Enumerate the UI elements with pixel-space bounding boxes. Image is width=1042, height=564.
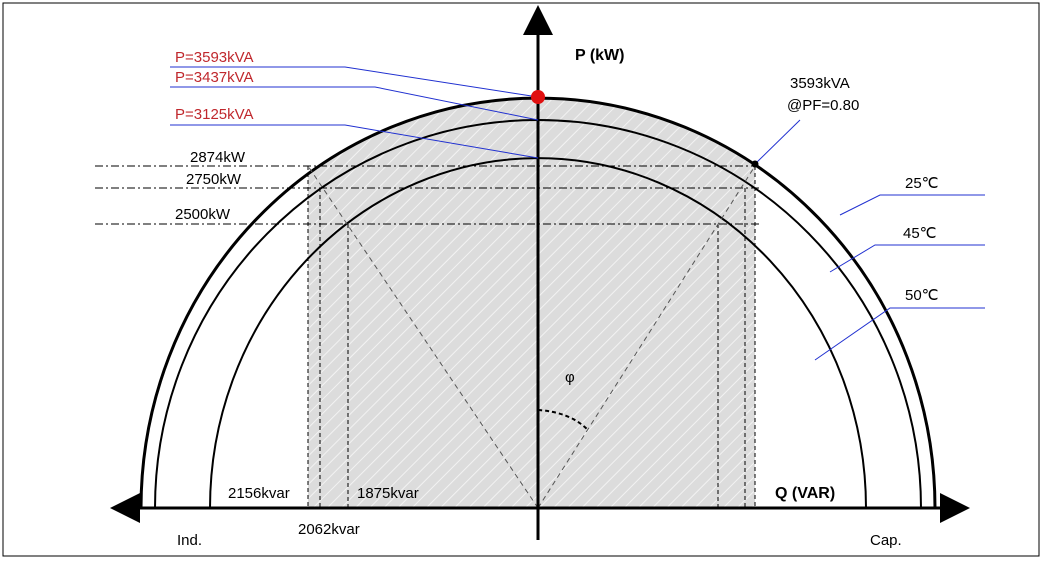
- rating-callout-line2: @PF=0.80: [787, 97, 859, 114]
- active-power-label-3: 2500kW: [175, 206, 231, 223]
- phi-arc: [537, 409, 589, 431]
- ind-label: Ind.: [177, 532, 202, 549]
- apparent-power-label-3: P=3125kVA: [175, 106, 254, 123]
- q-axis-label: Q (VAR): [775, 485, 835, 502]
- max-kva-marker: [531, 90, 545, 104]
- active-power-label-1: 2874kW: [190, 149, 246, 166]
- shaded-region: [308, 98, 755, 509]
- reactive-power-label-2: 2062kvar: [298, 521, 360, 538]
- apparent-power-label-2: P=3437kVA: [175, 69, 254, 86]
- temperature-label-25c: 25℃: [905, 175, 939, 192]
- cap-label: Cap.: [870, 532, 902, 549]
- apparent-power-label-1: P=3593kVA: [175, 49, 254, 66]
- rating-callout-line1: 3593kVA: [790, 75, 850, 92]
- reactive-power-label-3: 1875kvar: [357, 485, 419, 502]
- reactive-levels: [307, 166, 756, 508]
- temperature-label-50c: 50℃: [905, 287, 939, 304]
- rating-point-marker: [751, 160, 759, 168]
- active-power-label-2: 2750kW: [186, 171, 242, 188]
- phi-label: φ: [565, 369, 575, 386]
- power-levels: [95, 165, 760, 225]
- p-axis-label: P (kW): [575, 47, 624, 64]
- diagonals: [307, 165, 756, 509]
- leader-lines: [170, 66, 985, 361]
- temperature-label-45c: 45℃: [903, 225, 937, 242]
- reactive-power-label-1: 2156kvar: [228, 485, 290, 502]
